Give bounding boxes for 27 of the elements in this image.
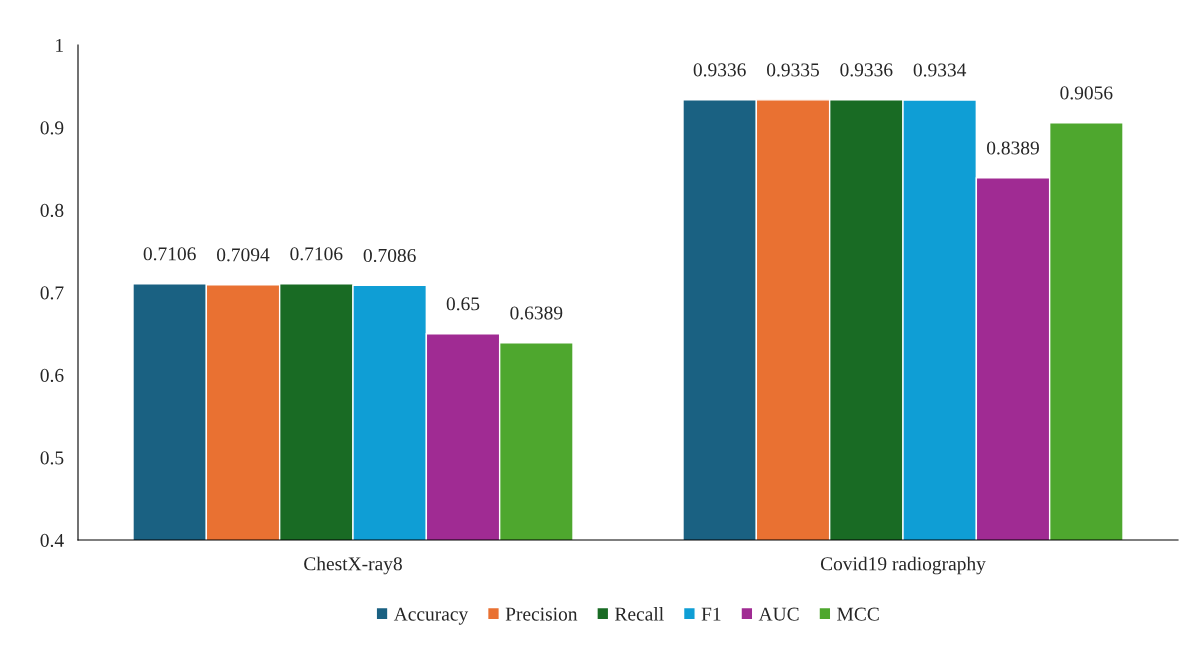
legend-label: MCC — [837, 607, 879, 621]
x-tick-label: ChestX-ray8 — [304, 556, 402, 575]
data-label: 0.9056 — [1060, 86, 1113, 100]
y-tick-label: 1 — [56, 38, 63, 52]
legend-label: AUC — [758, 607, 799, 621]
data-label: 0.7094 — [217, 248, 270, 262]
data-label: 0.7086 — [363, 248, 416, 263]
y-tick-label: 0.4 — [40, 533, 64, 548]
data-label: 0.7106 — [143, 247, 196, 261]
x-tick-label: Covid19 radiography — [820, 556, 986, 575]
y-tick-label: 0.9 — [40, 121, 64, 135]
y-tick-label: 0.7 — [40, 286, 64, 300]
legend-label: Recall — [615, 607, 664, 621]
legend-label: Precision — [505, 607, 578, 621]
data-label: 0.9335 — [767, 63, 819, 77]
data-label: 0.9334 — [913, 63, 967, 77]
data-label: 0.65 — [446, 297, 480, 311]
legend-label: F1 — [701, 607, 721, 621]
legend-label: Accuracy — [393, 607, 469, 625]
data-label: 0.6389 — [510, 306, 563, 320]
data-label: 0.9336 — [840, 63, 893, 77]
y-tick-label: 0.5 — [40, 451, 64, 465]
y-tick-label: 0.6 — [40, 368, 64, 383]
data-label: 0.9336 — [693, 63, 746, 77]
data-label: 0.7106 — [290, 247, 343, 261]
y-tick-label: 0.8 — [40, 203, 64, 218]
data-label: 0.8389 — [987, 141, 1039, 155]
